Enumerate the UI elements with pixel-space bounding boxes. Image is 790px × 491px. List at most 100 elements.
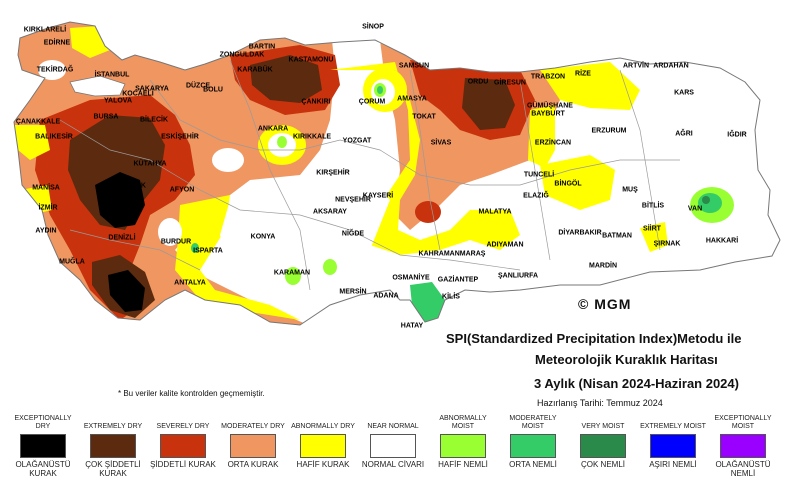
city-label: KARS [674,89,694,97]
city-label: ÇANAKKALE [15,118,61,126]
legend-label-tr: ÇOK NEMLİ [580,460,625,469]
city-label: HAKKARİ [705,237,739,245]
legend-label-en: ABNORMALLY DRY [291,423,355,430]
city-label: ADANA [373,292,399,300]
city-label: İZMİR [38,204,58,212]
city-label: SİNOP [362,23,384,31]
city-label: TOKAT [412,113,436,121]
city-label: KIRŞEHİR [316,169,350,177]
legend-swatch [160,434,206,458]
legend-swatch [650,434,696,458]
legend-label-tr: OLAĞANÜSTÜ NEMLİ [715,460,771,478]
legend-swatch [720,434,766,458]
city-label: SİİRT [643,225,661,233]
city-label: ÇANKIRI [301,98,331,106]
city-label: ORDU [467,78,489,86]
legend-swatch [90,434,136,458]
city-label: MUĞLA [59,258,85,266]
legend-item: MODERATELY MOIST ORTA NEMLİ [498,414,568,469]
abnormally-dry-area [175,195,300,320]
legend-label-en: EXCEPTIONALLY DRY [14,415,72,430]
city-label: DİYARBAKIR [558,229,602,237]
legend-label-en: VERY MOIST [581,423,625,430]
legend-item: EXCEPTIONALLY DRY OLAĞANÜSTÜ KURAK [8,414,78,478]
city-label: ZONGULDAK [219,51,265,59]
near-normal-area [220,160,390,295]
city-label: KONYA [250,233,276,241]
cyprus-ghost [280,372,348,392]
city-label: ÇORUM [358,98,386,106]
severely-dry-area [415,201,441,223]
legend-label-tr: AŞIRI NEMLİ [649,460,697,469]
city-label: VAN [687,205,703,213]
moist-patch [285,267,301,285]
city-label: MERSİN [339,288,367,296]
extremely-dry-area [462,78,515,130]
abnormally-dry-area [330,62,520,255]
city-label: ISPARTA [193,247,223,255]
city-label: KIRIKKALE [292,133,332,141]
moist-patch [191,243,199,253]
legend-swatch [510,434,556,458]
exceptionally-dry-area [95,172,145,228]
city-label: ANTALYA [174,279,206,287]
legend-item: EXCEPTIONALLY MOIST OLAĞANÜSTÜ NEMLİ [708,414,778,478]
city-label: EDİRNE [43,39,71,47]
city-label: MANİSA [32,184,60,192]
city-label: KOCAELİ [122,90,154,98]
legend-swatch [20,434,66,458]
legend-label-en: EXCEPTIONALLY MOIST [714,415,772,430]
legend-label-tr: ORTA NEMLİ [509,460,557,469]
legend-swatch [230,434,276,458]
legend-label-en: MODERATELY MOIST [509,415,557,430]
legend-swatch [300,434,346,458]
near-normal-area [38,60,66,80]
city-label: ADIYAMAN [486,241,524,249]
city-label: KASTAMONU [288,56,334,64]
legend-label-en: ABNORMALLY MOIST [439,415,487,430]
legend-label-tr: ÇOK ŞİDDETLİ KURAK [85,460,141,478]
map-title-method: SPI(Standardized Precipitation Index)Met… [446,331,742,346]
abnormally-dry-area [528,105,555,168]
legend-label-tr: NORMAL CİVARI [361,460,425,469]
drought-map [13,21,781,392]
city-label: ŞANLIURFA [497,272,539,280]
map-title-period: 3 Aylık (Nisan 2024-Haziran 2024) [534,376,739,391]
legend-swatch [580,434,626,458]
city-label: KÜTAHYA [133,160,167,168]
city-label: OSMANİYE [392,274,430,282]
near-normal-area [212,148,244,172]
city-label: KAHRAMANMARAŞ [418,250,486,258]
city-label: BATMAN [602,232,632,240]
city-label: MUŞ [622,186,638,194]
city-label: BİLECİK [140,116,168,124]
city-label: BALIKESİR [35,133,73,141]
city-label: KARABÜK [237,66,273,74]
legend-label-tr: ORTA KURAK [227,460,279,469]
legend-item: NEAR NORMAL NORMAL CİVARI [358,414,428,469]
city-label: ESKİŞEHİR [161,133,199,141]
moist-patch [377,86,383,94]
city-label: KAYSERİ [362,192,394,200]
turkey-outline [13,21,781,326]
city-label: AYDIN [35,227,57,235]
city-label: ARTVİN [622,62,650,70]
abnormally-dry-area [540,62,640,110]
city-label: SAKARYA [135,85,169,93]
legend-swatch [370,434,416,458]
legend: EXCEPTIONALLY DRY OLAĞANÜSTÜ KURAK EXTREME… [0,414,790,491]
city-label: YOZGAT [342,137,372,145]
city-label: GİRESUN [494,79,526,87]
city-label: TUNCELİ [523,171,555,179]
city-label: GAZİANTEP [437,276,479,284]
legend-label-tr: HAFİF KURAK [296,460,350,469]
city-label: ARDAHAN [653,62,689,70]
legend-label-en: NEAR NORMAL [367,423,419,430]
city-label: IĞDIR [727,131,747,139]
city-label: SİVAS [430,139,452,147]
city-label: ELAZIĞ [523,192,549,200]
legend-item: EXTREMELY DRY ÇOK ŞİDDETLİ KURAK [78,414,148,478]
legend-item: ABNORMALLY DRY HAFİF KURAK [288,414,358,469]
city-label: KARAMAN [273,269,311,277]
moist-patch [702,196,710,204]
